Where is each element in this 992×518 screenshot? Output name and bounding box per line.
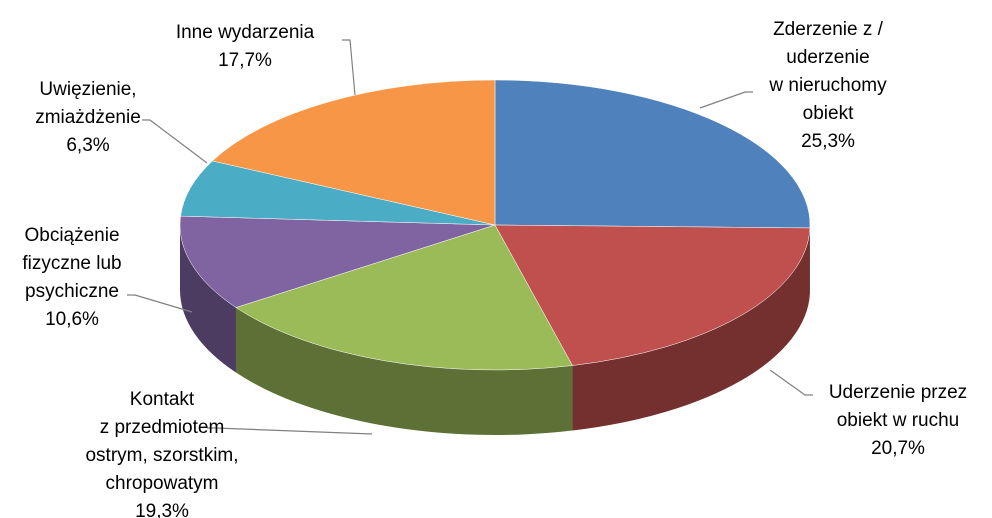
value-label: 19,3% xyxy=(135,501,189,518)
slice-label: Uwięzienie, zmiażdżenie xyxy=(35,79,141,128)
slice-label: Zderzenie z / uderzenie w nieruchomy obiekt xyxy=(768,19,887,124)
pie-sides xyxy=(180,225,810,436)
slice xyxy=(211,79,496,226)
value-label: 25,3% xyxy=(801,131,855,152)
value-label: 10,6% xyxy=(45,309,99,330)
leader-line xyxy=(127,294,193,313)
slice-side xyxy=(572,227,810,431)
value-label: 17,7% xyxy=(218,50,272,71)
slice xyxy=(494,224,811,366)
value-label: 20,7% xyxy=(871,438,925,459)
leader-line xyxy=(699,91,753,109)
slice-label: Obciążenie fizyczne lub psychiczne xyxy=(22,225,121,302)
pie-tops xyxy=(179,79,811,371)
slice xyxy=(180,160,496,226)
leader-line xyxy=(342,39,356,96)
slice xyxy=(235,224,573,371)
slice-side xyxy=(235,307,573,436)
leader-line xyxy=(207,427,373,435)
slice-label: Inne wydarzenia xyxy=(176,22,315,43)
slice-label: Uderzenie przez obiekt w ruchu xyxy=(829,382,967,431)
value-label: 6,3% xyxy=(66,135,109,156)
slice xyxy=(179,215,496,308)
slice-label: Kontakt z przedmiotem ostrym, szorstkim, ch… xyxy=(85,389,238,494)
leader-line xyxy=(142,119,208,164)
slice xyxy=(494,79,811,229)
leader-line xyxy=(769,369,813,396)
slice-side xyxy=(180,225,236,373)
